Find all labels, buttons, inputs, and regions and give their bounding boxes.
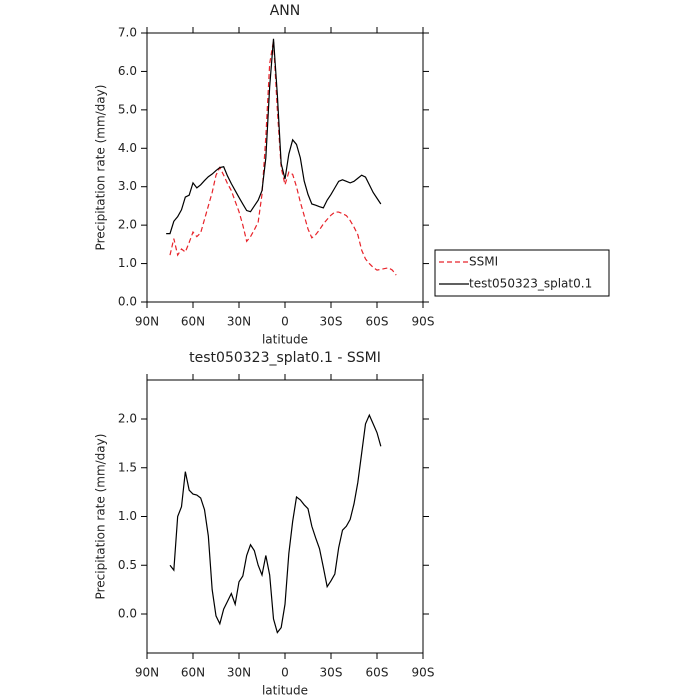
y-axis-label: Precipitation rate (mm/day) <box>94 434 108 600</box>
x-axis-label: latitude <box>262 333 308 347</box>
data-line <box>169 40 397 276</box>
x-tick-label: 30S <box>320 666 343 680</box>
plot: ANN latitude Precipitation rate (mm/day) 0.… <box>94 3 610 347</box>
legend-label: SSMI <box>469 255 498 269</box>
y-tick-label: 4.0 <box>118 141 137 155</box>
x-tick-label: 0 <box>281 315 289 329</box>
plot-frame <box>146 379 424 654</box>
y-tick-label: 6.0 <box>118 64 137 78</box>
x-tick-label: 0 <box>281 666 289 680</box>
data-line <box>169 413 382 634</box>
x-tick-label: 90N <box>135 666 159 680</box>
legend-frame <box>434 249 610 297</box>
x-tick-label: 30S <box>320 315 343 329</box>
data-line <box>166 38 382 235</box>
y-tick-label: 7.0 <box>118 26 137 40</box>
x-tick-label: 30N <box>227 315 251 329</box>
y-tick-label: 5.0 <box>118 102 137 116</box>
x-tick-label: 60N <box>181 315 205 329</box>
y-tick-label: 1.0 <box>118 509 137 523</box>
chart-title: ANN <box>270 3 301 19</box>
x-tick-label: 90S <box>412 315 435 329</box>
y-tick-label: 0.5 <box>118 558 137 572</box>
plot-frame <box>146 32 424 303</box>
x-tick-label: 60S <box>366 315 389 329</box>
y-tick-label: 2.0 <box>118 218 137 232</box>
plot: test050323_splat0.1 - SSMI latitude Precip… <box>94 350 435 698</box>
legend: SSMI test050323_splat0.1 <box>434 249 610 297</box>
x-tick-label: 90S <box>412 666 435 680</box>
x-tick-label: 60S <box>366 666 389 680</box>
y-tick-label: 1.5 <box>118 460 137 474</box>
x-tick-label: 60N <box>181 666 205 680</box>
x-tick-label: 90N <box>135 315 159 329</box>
y-tick-label: 2.0 <box>118 412 137 426</box>
y-tick-label: 1.0 <box>118 256 137 270</box>
y-tick-label: 3.0 <box>118 179 137 193</box>
legend-label: test050323_splat0.1 <box>469 277 592 291</box>
x-tick-label: 30N <box>227 666 251 680</box>
x-axis-label: latitude <box>262 684 308 698</box>
y-tick-label: 0.0 <box>118 295 137 309</box>
chart-title: test050323_splat0.1 - SSMI <box>189 350 381 366</box>
y-axis-label: Precipitation rate (mm/day) <box>94 85 108 251</box>
y-tick-label: 0.0 <box>118 607 137 621</box>
